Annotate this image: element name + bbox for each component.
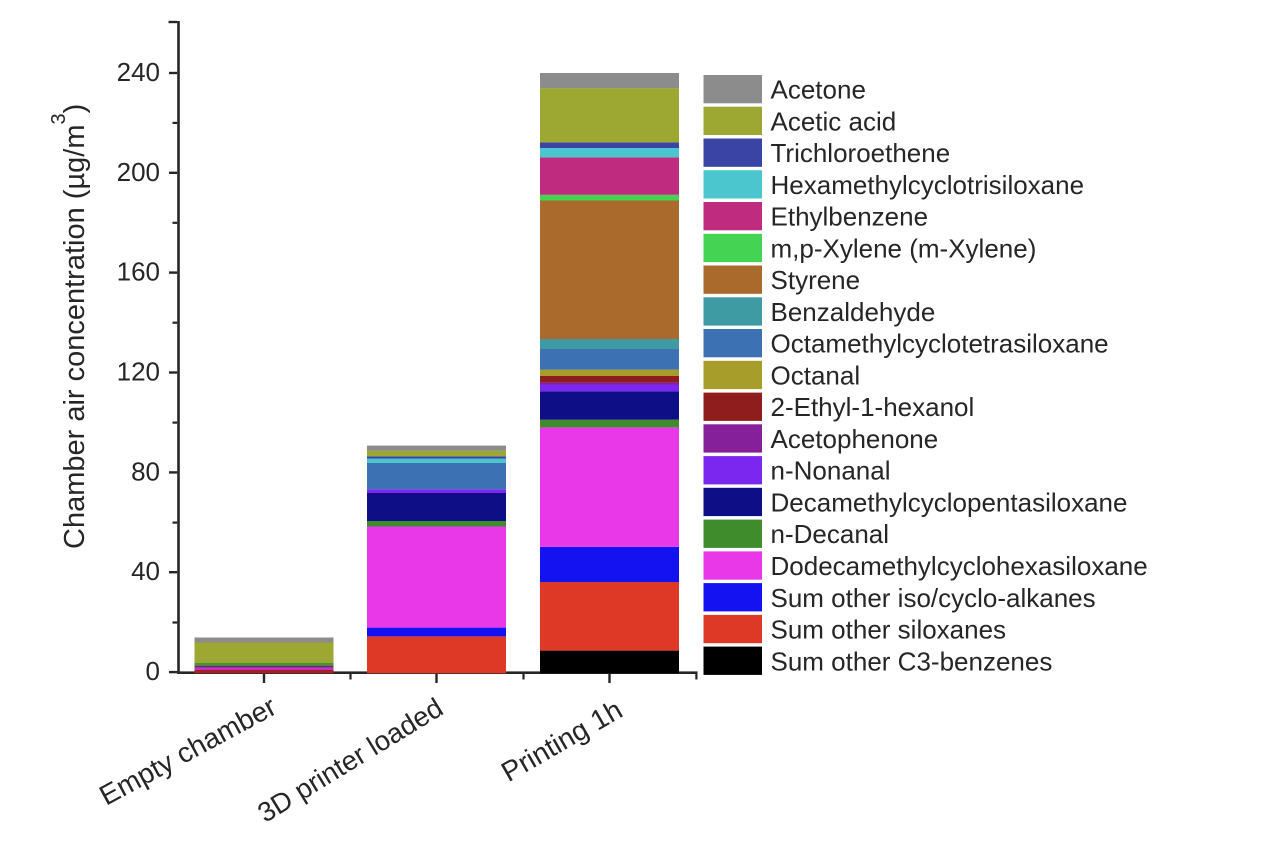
- svg-text:40: 40: [131, 556, 160, 586]
- svg-text:200: 200: [117, 157, 160, 187]
- svg-text:Octanal: Octanal: [771, 360, 861, 390]
- svg-text:n-Decanal: n-Decanal: [771, 519, 890, 549]
- svg-text:Acetic acid: Acetic acid: [771, 106, 897, 136]
- svg-text:0: 0: [146, 656, 160, 686]
- svg-text:Acetophenone: Acetophenone: [771, 424, 939, 454]
- svg-text:160: 160: [117, 257, 160, 287]
- svg-text:Sum other C3-benzenes: Sum other C3-benzenes: [771, 646, 1053, 676]
- svg-text:m,p-Xylene (m-Xylene): m,p-Xylene (m-Xylene): [771, 233, 1037, 263]
- svg-text:Styrene: Styrene: [771, 265, 861, 295]
- svg-text:2-Ethyl-1-hexanol: 2-Ethyl-1-hexanol: [771, 392, 975, 422]
- svg-text:Acetone: Acetone: [771, 75, 866, 105]
- svg-text:Benzaldehyde: Benzaldehyde: [771, 297, 936, 327]
- svg-text:Decamethylcyclopentasiloxane: Decamethylcyclopentasiloxane: [771, 488, 1128, 518]
- svg-text:240: 240: [117, 57, 160, 87]
- svg-text:Sum other siloxanes: Sum other siloxanes: [771, 615, 1007, 645]
- svg-text:80: 80: [131, 456, 160, 486]
- svg-text:Octamethylcyclotetrasiloxane: Octamethylcyclotetrasiloxane: [771, 329, 1109, 359]
- svg-text:n-Nonanal: n-Nonanal: [771, 456, 891, 486]
- svg-text:Dodecamethylcyclohexasiloxane: Dodecamethylcyclohexasiloxane: [771, 551, 1148, 581]
- svg-text:Ethylbenzene: Ethylbenzene: [771, 202, 929, 232]
- svg-text:Sum other iso/cyclo-alkanes: Sum other iso/cyclo-alkanes: [771, 583, 1096, 613]
- svg-text:120: 120: [117, 357, 160, 387]
- svg-text:Trichloroethene: Trichloroethene: [771, 138, 951, 168]
- svg-text:Hexamethylcyclotrisiloxane: Hexamethylcyclotrisiloxane: [771, 170, 1085, 200]
